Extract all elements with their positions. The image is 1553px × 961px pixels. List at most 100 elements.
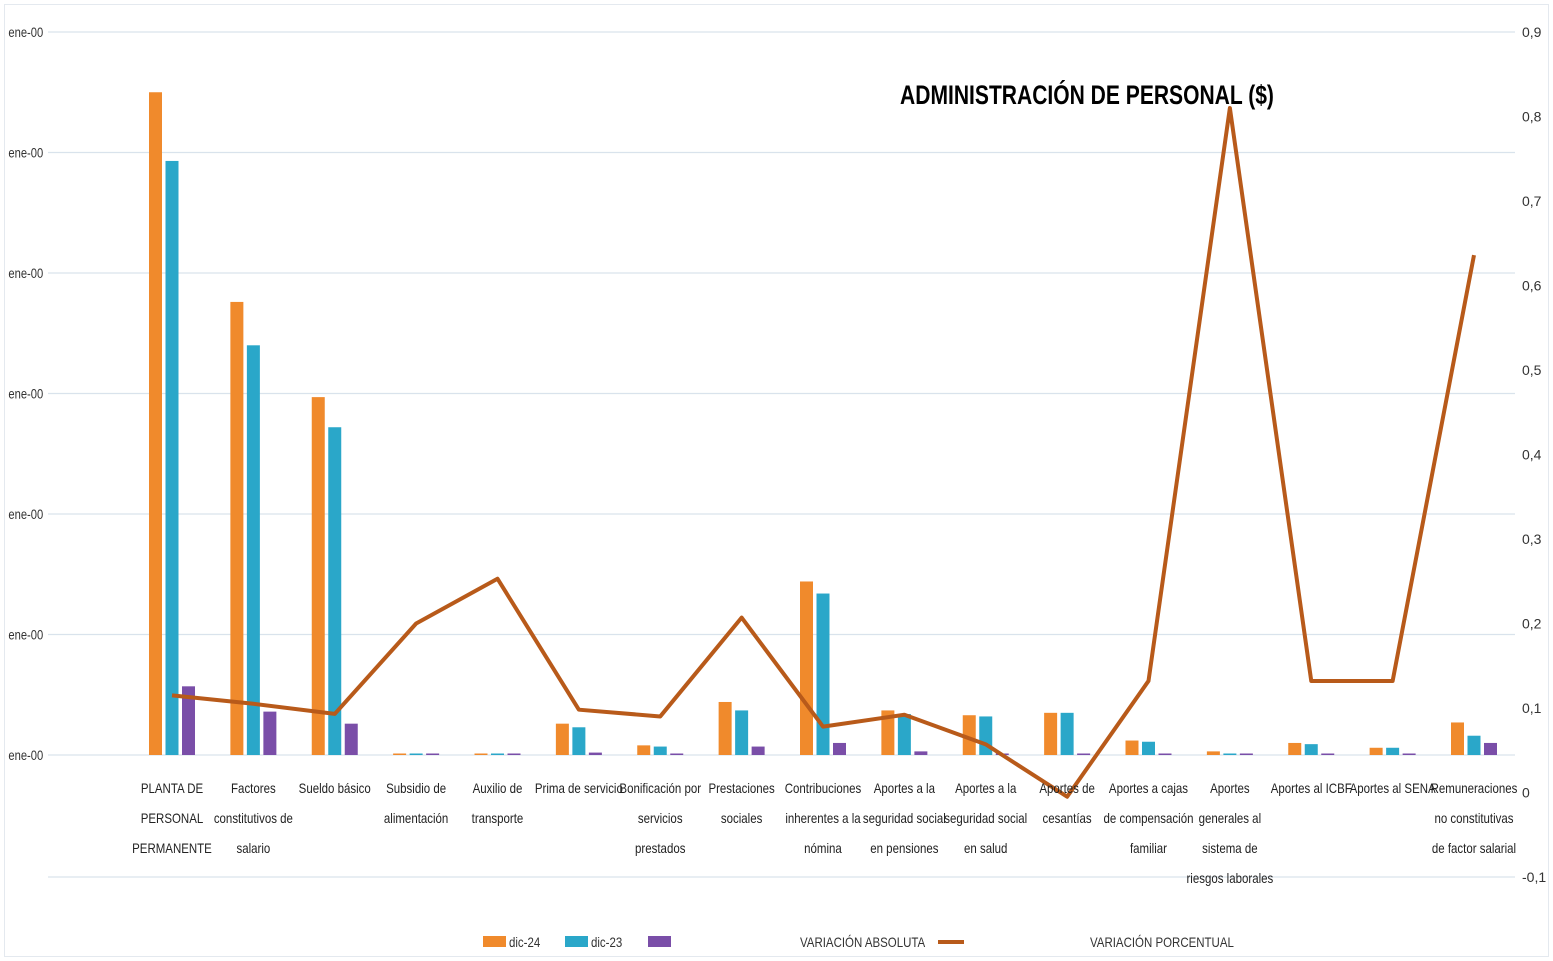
bar-dic-23 bbox=[409, 753, 423, 755]
bar-dic-23 bbox=[1223, 753, 1237, 755]
bar-dic-24 bbox=[1206, 751, 1220, 755]
category-label: Aportes al SENA bbox=[1350, 780, 1437, 796]
legend-label: VARIACIÓN PORCENTUAL bbox=[1090, 934, 1234, 950]
bar-dic-23 bbox=[1142, 741, 1155, 755]
bar-dic-24 bbox=[149, 92, 162, 755]
category-label: Aportes a la seguridad social en salud bbox=[944, 780, 1027, 856]
legend: dic-24 dic-23 VARIACIÓN ABSOLUTA VARIACIÓN … bbox=[483, 934, 1234, 950]
legend-swatch bbox=[483, 936, 506, 947]
bar-dic-24 bbox=[1288, 742, 1302, 755]
bar-dic-24 bbox=[555, 723, 569, 755]
bar-dic-24 bbox=[637, 745, 651, 755]
bar-series-3 bbox=[263, 711, 277, 755]
bar-dic-24 bbox=[1369, 747, 1383, 755]
bar-dic-24 bbox=[230, 301, 244, 755]
bar-series-3 bbox=[670, 753, 684, 755]
bar-dic-23 bbox=[735, 710, 749, 755]
right-tick-label: 0 bbox=[1522, 785, 1530, 801]
bar-dic-23 bbox=[165, 160, 179, 755]
bar-dic-24 bbox=[718, 701, 732, 755]
bar-dic-23 bbox=[246, 345, 260, 755]
right-tick-label: 0,5 bbox=[1522, 362, 1542, 378]
legend-line-swatch bbox=[938, 940, 964, 944]
line-series bbox=[171, 106, 1476, 799]
category-label: Auxilio de transporte bbox=[472, 780, 524, 826]
bar-dic-24 bbox=[474, 753, 488, 755]
left-tick-label: ene-00 bbox=[8, 748, 43, 763]
category-label: PLANTA DE PERSONAL PERMANENTE bbox=[132, 780, 212, 856]
bar-dic-23 bbox=[653, 746, 667, 755]
bar-dic-23 bbox=[1386, 747, 1400, 755]
right-tick-label: 0,4 bbox=[1522, 447, 1542, 463]
right-tick-label: 0,2 bbox=[1522, 616, 1542, 632]
bar-dic-23 bbox=[816, 593, 830, 755]
bar-dic-23 bbox=[1060, 712, 1074, 755]
category-label: Aportes a la seguridad social en pensiones bbox=[863, 780, 946, 856]
right-tick-label: 0,6 bbox=[1522, 278, 1542, 294]
category-label: Prima de servicio bbox=[535, 780, 623, 796]
category-label: Subsidio de alimentación bbox=[384, 780, 448, 826]
category-label: Aportes de cesantías bbox=[1039, 780, 1095, 826]
bar-series-3 bbox=[507, 753, 521, 755]
legend-swatch bbox=[565, 936, 588, 947]
left-axis-ticks: ene-00 ene-00 ene-00 ene-00 ene-00 ene-00 ene-… bbox=[8, 25, 43, 763]
bar-dic-24 bbox=[1125, 740, 1139, 755]
bars bbox=[149, 92, 1497, 755]
bar-series-3 bbox=[1321, 753, 1335, 755]
right-tick-label: 0,1 bbox=[1522, 700, 1542, 716]
right-tick-label: 0,8 bbox=[1522, 109, 1542, 125]
bar-series-3 bbox=[344, 723, 358, 755]
category-label: Factores constitutivos de salario bbox=[214, 780, 293, 856]
bar-series-3 bbox=[751, 746, 765, 755]
right-tick-label: 0,9 bbox=[1522, 24, 1542, 40]
bar-series-3 bbox=[588, 752, 602, 755]
bar-dic-24 bbox=[1451, 722, 1464, 755]
bar-series-3 bbox=[1077, 753, 1091, 755]
variation-line bbox=[171, 106, 1476, 799]
bar-dic-23 bbox=[491, 753, 504, 755]
legend-label: VARIACIÓN ABSOLUTA bbox=[800, 934, 926, 950]
legend-swatch bbox=[648, 936, 671, 947]
bar-series-3 bbox=[914, 751, 928, 755]
bar-dic-24 bbox=[881, 710, 895, 755]
left-tick-label: ene-00 bbox=[8, 266, 43, 281]
bar-dic-24 bbox=[393, 753, 407, 755]
bar-series-3 bbox=[1484, 742, 1497, 755]
bar-dic-23 bbox=[1467, 735, 1481, 755]
chart-title: ADMINISTRACIÓN DE PERSONAL ($) bbox=[900, 79, 1274, 110]
category-label: Aportes a cajas de compensación familiar bbox=[1104, 780, 1194, 856]
bar-dic-23 bbox=[897, 714, 911, 755]
left-tick-label: ene-00 bbox=[8, 627, 43, 642]
right-tick-label: 0,7 bbox=[1522, 193, 1542, 209]
legend-label: dic-24 bbox=[509, 934, 540, 950]
right-axis-ticks: 0,9 0,8 0,7 0,6 0,5 0,4 0,3 0,2 0,1 0 -0,1 bbox=[1522, 24, 1546, 885]
right-tick-label: 0,3 bbox=[1522, 531, 1542, 547]
bar-dic-23 bbox=[1304, 744, 1318, 755]
chart-frame bbox=[4, 4, 1549, 957]
left-tick-label: ene-00 bbox=[8, 25, 43, 40]
bar-dic-24 bbox=[962, 715, 976, 755]
category-label: Aportes al ICBF bbox=[1271, 780, 1352, 796]
bar-dic-23 bbox=[328, 427, 342, 755]
left-tick-label: ene-00 bbox=[8, 386, 43, 401]
bar-series-3 bbox=[426, 753, 440, 755]
category-label: Contribuciones inherentes a la nómina bbox=[785, 780, 862, 856]
category-label: Prestaciones sociales bbox=[708, 780, 774, 826]
category-label: Bonificación por servicios prestados bbox=[619, 780, 701, 856]
bar-dic-23 bbox=[572, 727, 586, 755]
bar-series-3 bbox=[182, 686, 195, 755]
category-label: Remuneraciones no constitutivas de factor … bbox=[1431, 780, 1518, 856]
bar-dic-24 bbox=[1044, 712, 1058, 755]
bar-series-3 bbox=[833, 742, 846, 755]
legend-label: dic-23 bbox=[591, 934, 622, 950]
category-label: Sueldo básico bbox=[299, 780, 371, 796]
left-tick-label: ene-00 bbox=[8, 507, 43, 522]
category-label: Aportes generales al sistema de riesgos lab… bbox=[1186, 780, 1273, 886]
bar-series-3 bbox=[1158, 753, 1172, 755]
bar-dic-24 bbox=[800, 581, 813, 755]
bar-series-3 bbox=[1239, 753, 1253, 755]
right-tick-label: -0,1 bbox=[1522, 869, 1546, 885]
bar-series-3 bbox=[1402, 753, 1416, 755]
